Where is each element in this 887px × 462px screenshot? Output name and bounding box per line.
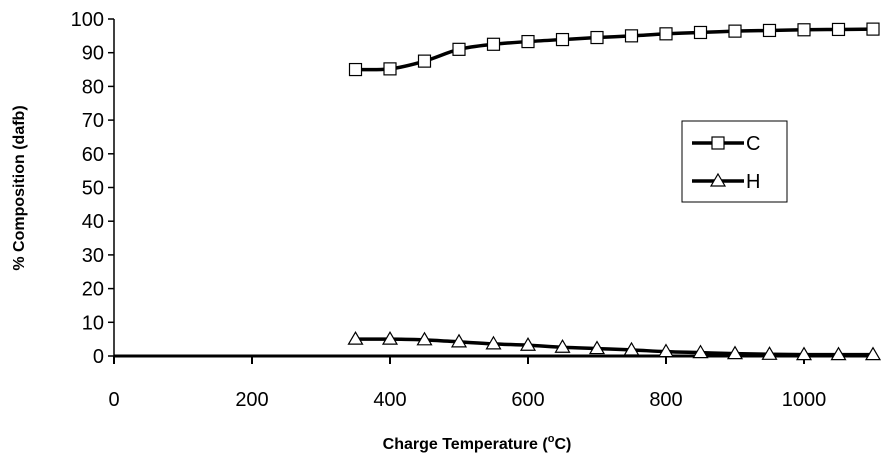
data-point-c [383, 62, 397, 76]
y-tick-label: 50 [82, 178, 104, 200]
data-point-h [761, 346, 778, 360]
data-point-c [521, 34, 535, 49]
data-point-h [450, 333, 468, 348]
series-line-h [355, 337, 873, 357]
series-line-c [355, 27, 874, 72]
x-axis-title-sup: o [548, 433, 555, 445]
data-point-c [590, 30, 604, 45]
data-point-h [381, 330, 399, 345]
data-point-c [831, 22, 846, 37]
data-point-h [588, 340, 606, 355]
x-axis-title-end: C) [554, 436, 571, 453]
data-point-c [452, 42, 466, 56]
data-point-h [830, 346, 847, 361]
y-tick-label: 10 [82, 312, 104, 334]
data-point-c [797, 23, 811, 37]
data-point-h [726, 345, 744, 360]
x-axis-title: Charge Temperature (oC) [383, 433, 572, 453]
x-tick-label: 600 [511, 389, 544, 411]
legend-marker-c [711, 136, 725, 150]
data-point-c [624, 29, 639, 43]
data-point-h [485, 335, 502, 350]
legend-label-h: H [746, 171, 760, 193]
data-point-c [693, 25, 708, 40]
y-tick-label: 60 [82, 144, 104, 166]
data-point-h [795, 346, 813, 361]
data-point-c [762, 23, 777, 38]
y-tick-label: 30 [82, 245, 104, 267]
legend-label-c: C [746, 133, 760, 155]
data-point-c [866, 22, 880, 36]
data-point-c [728, 24, 742, 38]
data-point-c [555, 32, 570, 47]
y-axis-title-group: % Composition (dafb) [11, 105, 28, 270]
y-tick-label: 70 [82, 110, 104, 132]
y-tick-label: 0 [93, 346, 104, 368]
data-point-h [416, 331, 433, 346]
data-point-h [692, 344, 709, 359]
x-tick-label: 800 [649, 389, 682, 411]
data-point-h [864, 346, 882, 361]
data-point-h [519, 337, 537, 351]
legend-marker-h [709, 172, 727, 187]
x-tick-label: 200 [235, 389, 268, 411]
x-tick-label: 0 [108, 389, 119, 411]
data-point-c [486, 37, 501, 51]
data-point-c [659, 27, 673, 41]
y-tick-label: 80 [82, 76, 104, 98]
y-tick-label: 100 [71, 9, 104, 31]
data-point-c [417, 54, 432, 68]
data-point-h [554, 339, 571, 353]
y-tick-label: 20 [82, 279, 104, 301]
x-tick-label: 1000 [782, 389, 827, 411]
y-axis-title: % Composition (dafb) [11, 105, 28, 270]
x-axis-title-main: Charge Temperature ( [383, 436, 549, 453]
x-tick-label: 400 [373, 389, 406, 411]
y-tick-label: 90 [82, 43, 104, 65]
data-point-h [657, 343, 675, 358]
data-point-h [623, 341, 640, 356]
data-point-h [347, 330, 364, 345]
y-tick-label: 40 [82, 211, 104, 233]
legend-box [681, 120, 788, 203]
data-point-c [348, 62, 363, 77]
